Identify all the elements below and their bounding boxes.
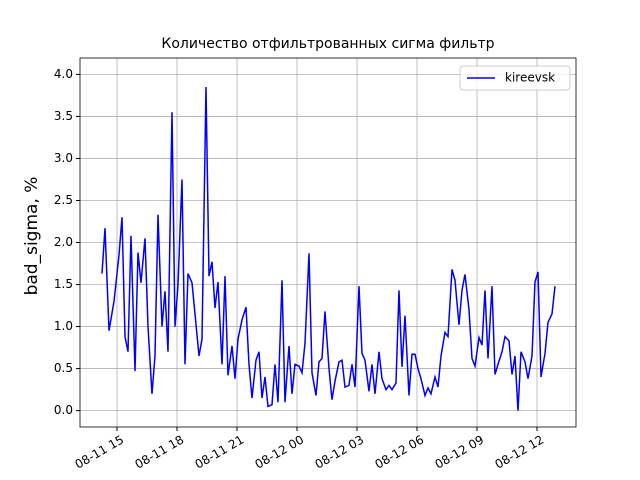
y-tick-label: 3.5 [54,109,73,123]
y-tick-label: 1.5 [54,277,73,291]
x-tick-label: 08-12 03 [313,433,367,472]
y-tick-label: 0.5 [54,361,73,375]
data-line [101,86,556,411]
x-tick-label: 08-11 18 [133,433,187,472]
y-tick-label: 1.0 [54,319,73,333]
legend-box [459,65,571,91]
y-tick-label: 4.0 [54,67,73,81]
plot-frame [79,57,577,428]
y-tick-label: 2.5 [54,193,73,207]
y-axis-label: bad_sigma, % [22,177,42,296]
x-tick-label: 08-11 15 [73,433,127,472]
x-tick-label: 08-12 00 [253,433,307,472]
chart-title: Количество отфильтрованных сигма фильтр [161,36,494,52]
y-tick-label: 0.0 [54,403,73,417]
x-tick-label: 08-12 09 [433,433,487,472]
legend-label: kireevsk [505,71,555,85]
x-tick-label: 08-12 12 [493,433,547,472]
x-tick-label: 08-12 06 [373,433,427,472]
x-tick-label: 08-11 21 [193,433,247,472]
y-tick-label: 3.0 [54,151,73,165]
y-tick-label: 2.0 [54,235,73,249]
